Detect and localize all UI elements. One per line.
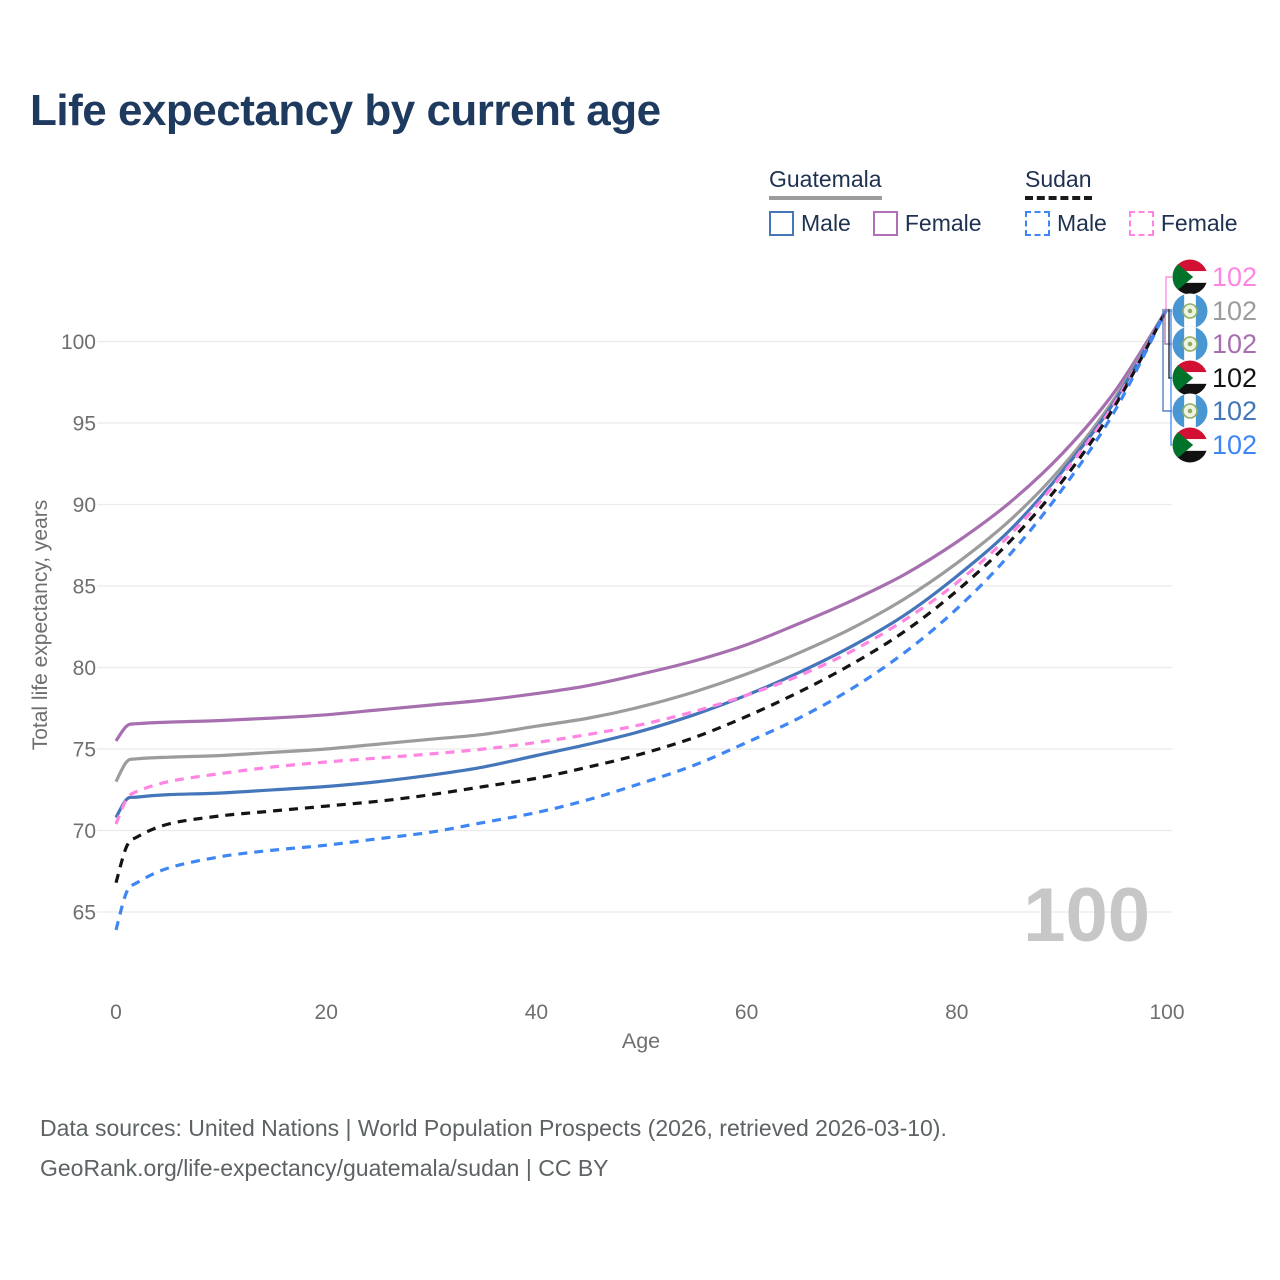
x-tick-label-0: 0	[110, 1001, 122, 1024]
legend-toggle-guatemala-female[interactable]: Female	[872, 210, 982, 237]
legend-item-label: Male	[1057, 210, 1107, 236]
x-tick-label-80: 80	[945, 1001, 968, 1024]
y-tick-label-100: 100	[61, 331, 96, 354]
x-tick-label-100: 100	[1149, 1001, 1184, 1024]
x-tick-label-20: 20	[315, 1001, 338, 1024]
end-label-row-guatemala-female[interactable]: 102	[1172, 326, 1258, 362]
end-label-value: 102	[1212, 430, 1257, 460]
end-label-leader-guatemala	[1162, 308, 1172, 412]
legend-group-sudan: Sudan Male Female	[1025, 166, 1238, 237]
series-line-guatemala-female[interactable]	[114, 308, 1169, 742]
page-title: Life expectancy by current age	[30, 86, 661, 135]
y-tick-label-75: 75	[73, 739, 96, 762]
y-axis-title: Total life expectancy, years	[29, 500, 52, 751]
checkbox-sudan-male-icon[interactable]	[1025, 211, 1050, 236]
y-tick-label-95: 95	[73, 413, 96, 436]
footer-sources-line: Data sources: United Nations | World Pop…	[40, 1115, 947, 1141]
legend-toggle-guatemala-male[interactable]: Male	[769, 210, 851, 237]
series-line-sudan-female[interactable]	[114, 308, 1169, 825]
end-label-value: 102	[1212, 296, 1257, 326]
series-line-guatemala-male[interactable]	[114, 308, 1169, 819]
legend-group-guatemala: Guatemala Male Female	[769, 166, 982, 237]
guatemala-flag-icon	[1172, 393, 1208, 429]
y-tick-label-85: 85	[73, 576, 96, 599]
legend-item-label: Female	[1160, 210, 1238, 236]
series-line-sudan-both-sexes[interactable]	[114, 308, 1169, 884]
y-tick-label-90: 90	[73, 494, 96, 517]
series-line-sudan-male[interactable]	[114, 308, 1169, 931]
checkbox-guatemala-female-icon[interactable]	[872, 211, 898, 236]
end-label-row-sudan-male[interactable]: 102	[1172, 427, 1258, 464]
footer-attribution-line: GeoRank.org/life-expectancy/guatemala/su…	[40, 1155, 609, 1181]
x-tick-label-60: 60	[735, 1001, 758, 1024]
age-watermark: 100	[1023, 873, 1150, 958]
guatemala-flag-icon	[1172, 293, 1208, 329]
legend-toggle-sudan-male[interactable]: Male	[1025, 210, 1107, 237]
sudan-flag-icon	[1172, 259, 1208, 295]
end-label-value: 102	[1212, 329, 1257, 359]
legend-toggle-sudan-female[interactable]: Female	[1128, 210, 1238, 237]
end-label-row-sudan-both-sexes[interactable]: 102	[1172, 360, 1258, 397]
guatemala-flag-icon	[1172, 326, 1208, 362]
checkbox-guatemala-male-icon[interactable]	[769, 211, 794, 236]
end-label-leader-sudan	[1165, 276, 1172, 309]
end-label-leader-sudan	[1170, 308, 1172, 446]
end-label-row-guatemala-both-sexes[interactable]: 102	[1172, 293, 1258, 329]
legend-item-label: Male	[801, 210, 851, 236]
legend-country-guatemala[interactable]: Guatemala	[769, 166, 882, 200]
end-label-value: 102	[1212, 396, 1257, 426]
end-label-value: 102	[1212, 262, 1257, 292]
y-tick-label-65: 65	[73, 902, 96, 925]
y-tick-label-70: 70	[73, 820, 96, 843]
series-line-guatemala-both-sexes[interactable]	[114, 308, 1169, 783]
sudan-flag-icon	[1172, 360, 1208, 396]
sudan-flag-icon	[1172, 427, 1208, 463]
end-label-value: 102	[1212, 363, 1257, 393]
y-tick-label-80: 80	[73, 657, 96, 680]
legend-country-sudan[interactable]: Sudan	[1025, 166, 1092, 200]
end-label-row-guatemala-male[interactable]: 102	[1172, 393, 1258, 429]
data-source-footer: Data sources: United Nations | World Pop…	[40, 1108, 947, 1188]
x-tick-label-40: 40	[525, 1001, 548, 1024]
x-axis-title: Age	[622, 1029, 660, 1053]
legend-item-label: Female	[904, 210, 982, 236]
end-label-row-sudan-female[interactable]: 102	[1172, 259, 1258, 296]
checkbox-sudan-female-icon[interactable]	[1128, 211, 1154, 236]
